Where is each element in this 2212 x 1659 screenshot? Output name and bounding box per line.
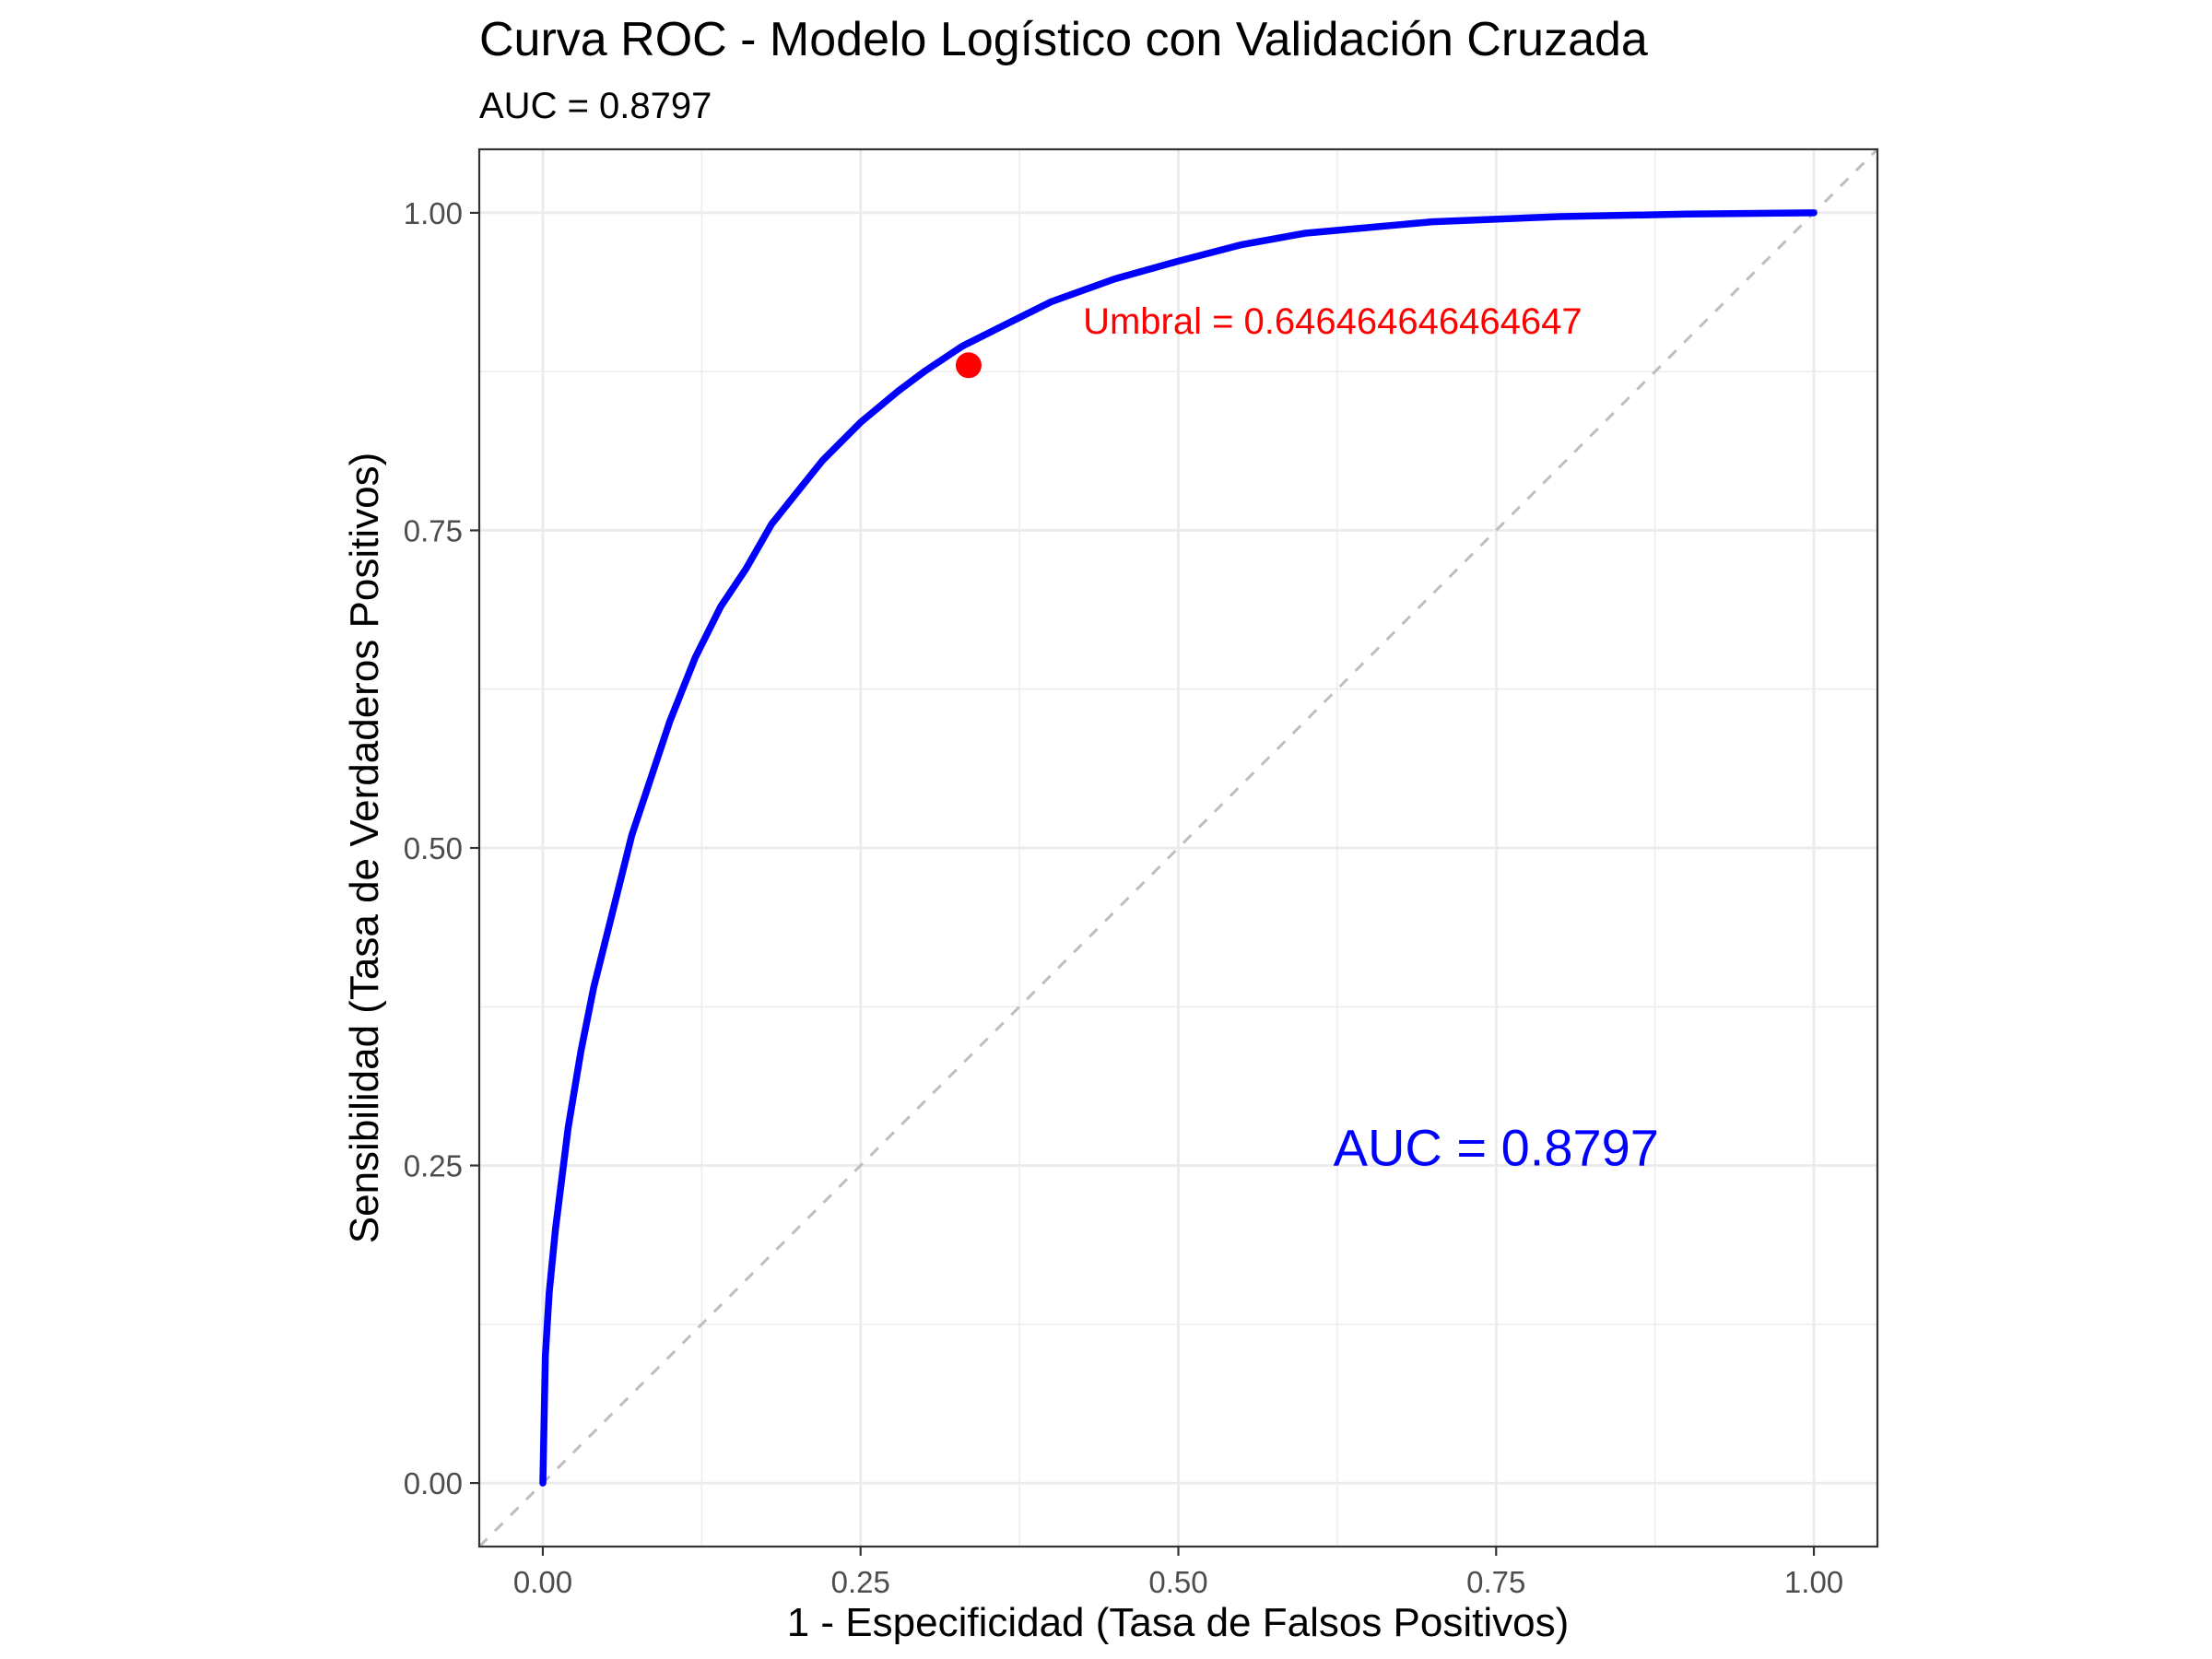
threshold-label: Umbral = 0.646464646464647	[1083, 301, 1583, 342]
reference-diagonal-line	[477, 147, 1879, 1548]
auc-annotation: AUC = 0.8797	[1334, 1119, 1659, 1177]
roc-curve	[539, 209, 1818, 1487]
x-tick-label: 0.00	[513, 1565, 572, 1599]
x-tick-label: 0.75	[1466, 1565, 1525, 1599]
y-tick-label: 0.50	[404, 831, 463, 865]
y-axis: 0.00 0.25 0.50 0.75 1.00	[404, 196, 479, 1500]
x-axis: 0.00 0.25 0.50 0.75 1.00	[513, 1547, 1843, 1599]
y-tick-label: 1.00	[404, 196, 463, 230]
chart-title: Curva ROC - Modelo Logístico con Validac…	[479, 13, 1648, 66]
y-tick-label: 0.75	[404, 513, 463, 547]
y-axis-title: Sensibilidad (Tasa de Verdaderos Positiv…	[342, 453, 387, 1243]
chart-subtitle: AUC = 0.8797	[479, 86, 712, 126]
x-tick-label: 0.50	[1148, 1565, 1207, 1599]
x-axis-title: 1 - Especificidad (Tasa de Falsos Positi…	[787, 1600, 1570, 1645]
major-gridlines	[479, 149, 1877, 1547]
y-tick-label: 0.00	[404, 1466, 463, 1500]
x-tick-label: 1.00	[1784, 1565, 1843, 1599]
threshold-point	[955, 352, 982, 379]
x-tick-label: 0.25	[831, 1565, 890, 1599]
plot-panel: Umbral = 0.646464646464647 AUC = 0.8797	[477, 147, 1879, 1548]
y-tick-label: 0.25	[404, 1149, 463, 1183]
